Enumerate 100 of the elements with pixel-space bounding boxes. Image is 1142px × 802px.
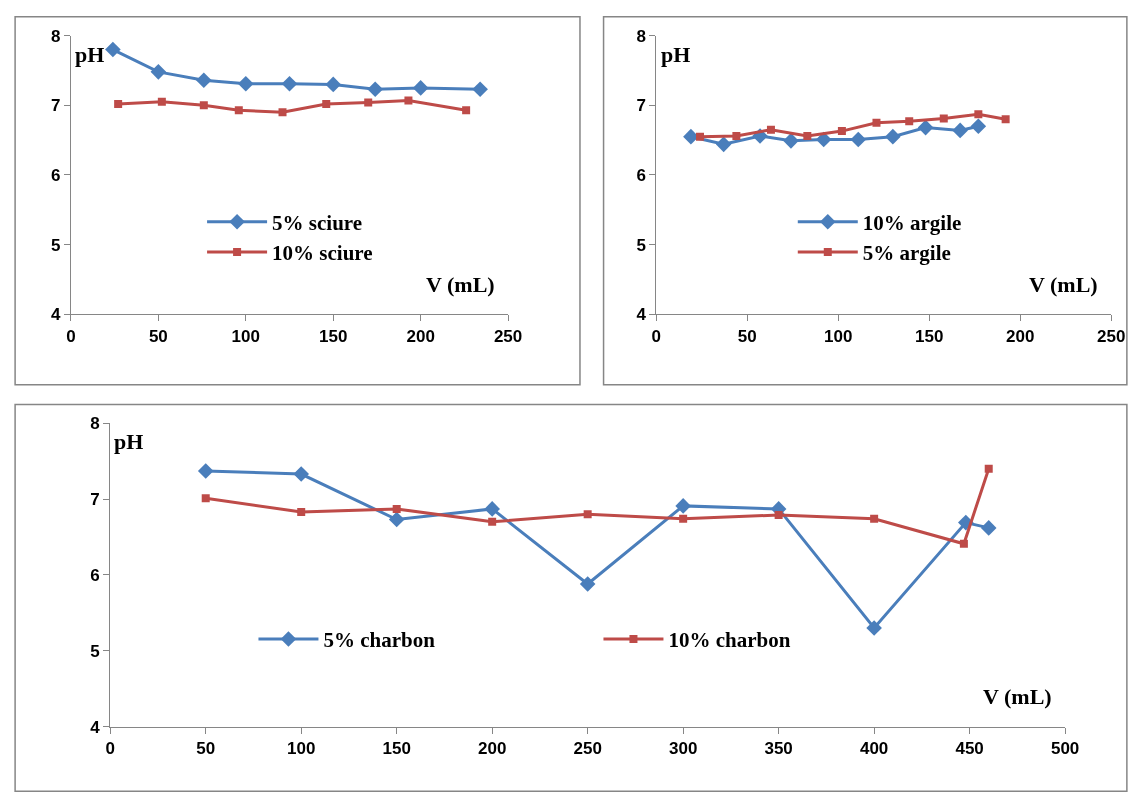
x-tick-label: 150: [382, 739, 411, 759]
legend-label: 10% argile: [862, 210, 962, 235]
point: [293, 466, 310, 482]
point: [392, 504, 401, 513]
y-tick-label: 5: [636, 235, 646, 255]
y-axis-title: pH: [661, 42, 691, 67]
y-tick-label: 8: [51, 26, 61, 46]
point: [281, 75, 298, 92]
x-tick-label: 200: [1006, 326, 1035, 346]
point: [114, 99, 123, 108]
point: [237, 75, 254, 92]
legend-label: 5% charbon: [323, 628, 436, 653]
x-tick-label: 150: [319, 326, 348, 346]
x-tick-label: 250: [1096, 326, 1126, 346]
y-tick-label: 7: [636, 96, 646, 116]
point: [325, 76, 342, 93]
point: [196, 72, 212, 89]
x-axis-title: V (mL): [1029, 272, 1098, 297]
x-tick-label: 500: [1050, 739, 1080, 759]
x-tick-label: 50: [737, 326, 757, 346]
point: [278, 108, 287, 117]
y-tick-label: 5: [51, 235, 61, 255]
point: [675, 498, 691, 514]
y-tick-label: 4: [51, 305, 62, 325]
point: [197, 463, 214, 479]
legend-label: 5% argile: [862, 241, 951, 266]
x-tick-label: 200: [406, 326, 435, 346]
point: [766, 125, 775, 134]
y-tick-label: 8: [636, 26, 646, 46]
x-tick-label: 250: [573, 739, 602, 759]
point: [157, 97, 166, 106]
x-tick-label: 350: [764, 739, 793, 759]
x-tick-label: 400: [859, 739, 889, 759]
point: [367, 81, 383, 98]
point: [803, 131, 812, 140]
y-tick-label: 4: [636, 305, 647, 325]
point: [234, 106, 243, 115]
point: [488, 517, 497, 526]
point: [980, 520, 997, 536]
y-tick-label: 6: [51, 165, 61, 185]
point: [679, 514, 688, 523]
point: [1001, 115, 1010, 124]
point: [715, 136, 732, 153]
point: [974, 110, 983, 119]
point: [917, 119, 934, 136]
y-tick-label: 6: [636, 165, 646, 185]
x-tick-label: 100: [824, 326, 853, 346]
point: [472, 81, 488, 98]
x-tick-label: 150: [915, 326, 944, 346]
point: [462, 106, 471, 115]
point: [484, 501, 500, 517]
point: [579, 576, 596, 592]
point: [105, 41, 121, 58]
point: [850, 131, 867, 148]
point: [984, 464, 993, 473]
x-tick-label: 0: [651, 326, 662, 346]
x-tick-label: 0: [105, 739, 115, 759]
point: [866, 620, 882, 636]
point: [774, 510, 783, 519]
y-tick-label: 7: [51, 96, 61, 116]
legend-label: 10% sciure: [272, 241, 373, 266]
y-tick-label: 7: [90, 490, 100, 510]
x-tick-label: 100: [287, 739, 316, 759]
y-axis-title: pH: [75, 42, 105, 67]
point: [870, 514, 879, 523]
point: [404, 96, 413, 105]
y-tick-label: 8: [90, 414, 100, 434]
point: [732, 131, 741, 140]
point: [970, 118, 987, 135]
point: [583, 510, 592, 519]
x-tick-label: 50: [196, 739, 216, 759]
point: [939, 114, 948, 123]
point: [783, 133, 799, 149]
x-tick-label: 50: [148, 326, 168, 346]
legend-label: 5% sciure: [272, 210, 363, 235]
point: [872, 118, 881, 127]
point: [952, 122, 968, 139]
x-tick-label: 300: [668, 739, 698, 759]
y-axis-title: pH: [114, 429, 144, 454]
y-tick-label: 5: [90, 641, 100, 661]
point: [412, 80, 429, 96]
y-tick-label: 6: [90, 565, 100, 585]
x-tick-label: 100: [231, 326, 260, 346]
x-axis-title: V (mL): [426, 272, 495, 297]
point: [696, 132, 704, 141]
point: [199, 101, 208, 110]
point: [201, 494, 210, 503]
y-tick-label: 4: [90, 717, 101, 737]
x-tick-label: 450: [955, 739, 984, 759]
point: [297, 507, 306, 516]
point: [905, 117, 914, 126]
point: [150, 64, 167, 80]
point: [388, 511, 405, 528]
point: [837, 127, 846, 136]
legend-label: 10% charbon: [668, 628, 791, 653]
x-tick-label: 0: [66, 326, 76, 346]
point: [364, 98, 373, 107]
x-tick-label: 200: [477, 739, 507, 759]
x-tick-label: 250: [493, 326, 523, 346]
point: [885, 128, 901, 145]
